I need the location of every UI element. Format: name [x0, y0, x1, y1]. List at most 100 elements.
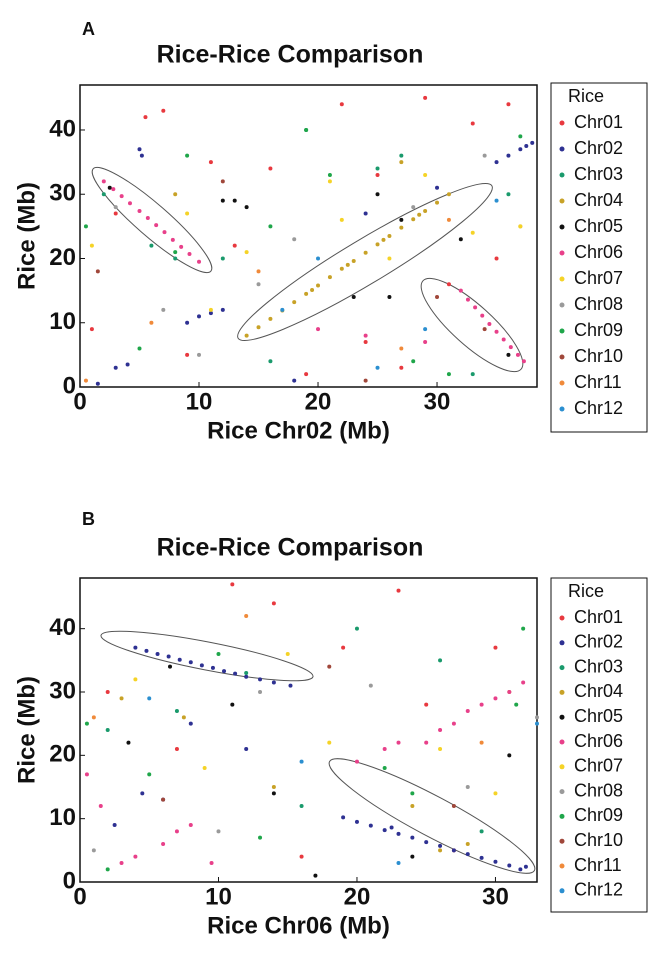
legend-label: Chr04 [574, 681, 623, 701]
x-tick-label: 20 [305, 388, 332, 415]
point [220, 307, 225, 312]
point [354, 819, 359, 824]
point [91, 715, 96, 720]
point [111, 187, 116, 192]
point [387, 256, 392, 261]
point [202, 766, 207, 770]
point [424, 702, 429, 707]
legend-label: Chr04 [574, 190, 623, 210]
cluster-ellipse [420, 277, 524, 373]
point [458, 288, 463, 293]
point [268, 316, 273, 321]
legend-label: Chr10 [574, 346, 623, 366]
point [292, 378, 297, 383]
point [351, 295, 356, 300]
point [518, 867, 523, 872]
point [506, 153, 511, 158]
point [423, 172, 428, 177]
point [423, 340, 428, 345]
y-tick-label: 10 [49, 804, 76, 831]
point [494, 160, 499, 165]
legend-label: Chr10 [574, 830, 623, 850]
point [327, 179, 332, 184]
legend-swatch [559, 198, 565, 204]
legend-label: Chr02 [574, 632, 623, 652]
legend-label: Chr12 [574, 398, 623, 418]
point [256, 325, 261, 330]
legend-title: Rice [568, 581, 604, 601]
point [368, 823, 373, 828]
point [410, 835, 415, 840]
point [304, 127, 309, 132]
point [89, 327, 94, 332]
point [216, 652, 221, 656]
point [173, 256, 178, 261]
point [313, 873, 318, 878]
y-tick-label: 20 [49, 741, 76, 768]
point [197, 259, 202, 264]
chart-panel: A Rice-Rice Comparison 0 10 20 30 0 10 20 30 40 Ric… [13, 19, 648, 444]
x-tick-label: 0 [73, 388, 86, 415]
point [280, 307, 285, 312]
legend-label: Chr08 [574, 780, 623, 800]
legend-label: Chr05 [574, 216, 623, 236]
point [494, 329, 499, 334]
point [535, 715, 539, 720]
point [149, 320, 154, 325]
point [91, 848, 96, 853]
legend-label: Chr03 [574, 656, 623, 676]
point [113, 205, 118, 210]
point [327, 172, 332, 177]
point [220, 198, 225, 203]
point [133, 677, 138, 682]
point [451, 804, 456, 808]
point [113, 365, 118, 370]
x-tick-label: 30 [424, 388, 451, 415]
point [256, 269, 261, 274]
point [521, 359, 526, 364]
point [339, 102, 344, 107]
point [222, 669, 227, 674]
point [209, 861, 214, 865]
point [327, 664, 332, 669]
point [327, 275, 332, 280]
y-tick-label: 40 [49, 115, 76, 142]
legend-swatch [559, 380, 565, 386]
point [185, 352, 190, 357]
point [479, 702, 484, 707]
point [354, 759, 359, 764]
x-tick-label: 30 [482, 883, 509, 910]
legend-swatch [559, 888, 565, 894]
legend-label: Chr03 [574, 164, 623, 184]
legend-title: Rice [568, 86, 604, 106]
point [493, 696, 498, 701]
point [149, 243, 154, 248]
legend-swatch [559, 224, 565, 230]
point [479, 740, 484, 745]
legend-swatch [559, 120, 565, 126]
panel-label: A [82, 19, 95, 39]
point [399, 217, 404, 222]
point [470, 372, 475, 377]
point [155, 652, 160, 656]
point [438, 728, 443, 732]
point [363, 211, 368, 216]
point [126, 740, 131, 745]
point [188, 721, 193, 726]
point [482, 327, 487, 332]
point [507, 690, 512, 694]
point [399, 225, 404, 230]
point [465, 842, 470, 846]
legend-swatch [559, 689, 565, 695]
point [173, 192, 178, 197]
point [304, 372, 309, 377]
point [327, 740, 332, 745]
point [396, 588, 401, 593]
point [232, 243, 237, 248]
point [292, 237, 297, 242]
point [84, 721, 89, 726]
x-tick-label: 10 [205, 883, 232, 910]
point [501, 337, 506, 342]
legend-swatch [559, 146, 565, 152]
point [140, 791, 145, 796]
